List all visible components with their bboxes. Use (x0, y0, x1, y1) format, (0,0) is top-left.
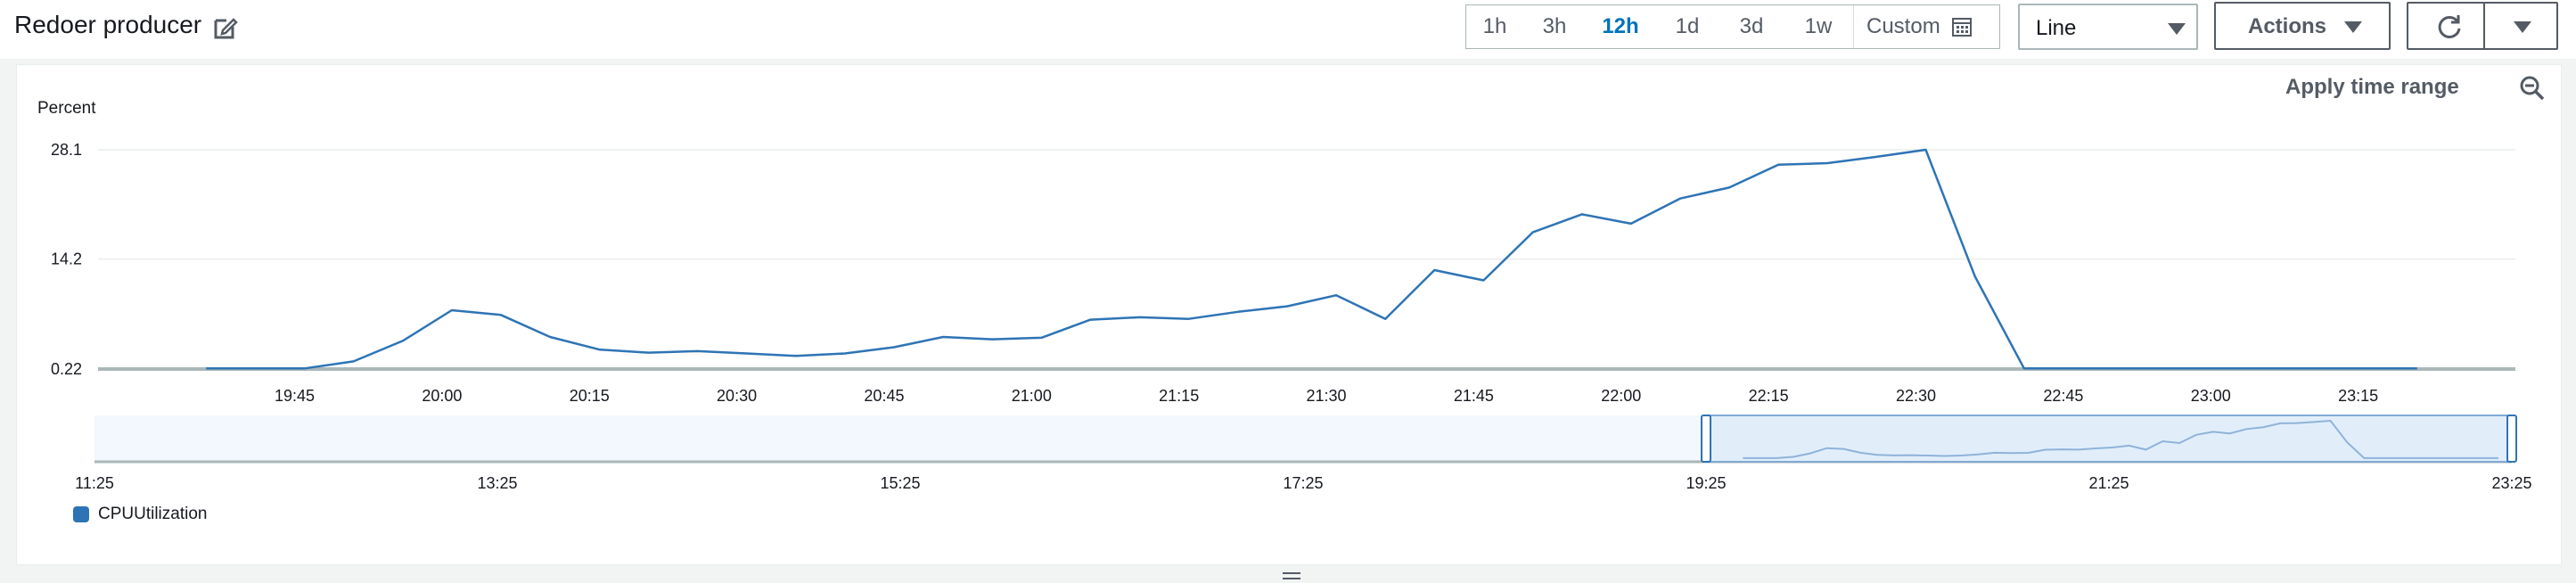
series-lines (206, 148, 2417, 370)
chart-legend: CPUUtilization (73, 505, 207, 524)
overview-tick-label: 15:25 (880, 474, 920, 492)
range-12h[interactable]: 12h (1602, 14, 1639, 38)
overview-tick-label: 17:25 (1283, 474, 1323, 492)
overview-tick-label: 21:25 (2088, 474, 2129, 492)
x-tick-label: 20:15 (570, 387, 610, 405)
overview-line (1743, 419, 2498, 459)
actions-label: Actions (2248, 14, 2327, 38)
caret-down-icon (2344, 21, 2362, 33)
refresh-options-dropdown-icon[interactable] (2514, 21, 2531, 33)
widget-header: Redoer producer 1h 3h 12h 1d 3d 1w Custo… (0, 0, 2576, 59)
x-tick-label: 21:15 (1159, 387, 1199, 405)
apply-time-range-button[interactable]: Apply time range (2285, 75, 2459, 99)
refresh-icon[interactable] (2435, 12, 2464, 41)
x-tick-label: 22:45 (2043, 387, 2083, 405)
time-overview: 11:25 13:25 15:25 17:25 19:25 21:25 23:25 (75, 415, 2532, 492)
x-tick-label: 22:30 (1896, 387, 1936, 405)
y-tick-label: 28.1 (51, 141, 82, 159)
x-tick-label: 20:30 (717, 387, 757, 405)
overview-tick-label: 19:25 (1686, 474, 1726, 492)
legend-label-cpu-utilization[interactable]: CPUUtilization (98, 505, 208, 523)
x-tick-label: 23:15 (2338, 387, 2378, 405)
edit-icon[interactable] (212, 14, 239, 41)
x-tick-labels: 19:45 20:00 20:15 20:30 20:45 21:00 21:15 21:30… (275, 387, 2378, 405)
y-axis-label: Percent (37, 99, 96, 118)
overview-tick-label: 13:25 (477, 474, 517, 492)
resize-handle-icon[interactable] (1282, 571, 1301, 581)
series-line (206, 148, 2417, 370)
refresh-button-group (2407, 2, 2558, 50)
chart-type-select[interactable]: Line (2018, 4, 2198, 50)
range-3d[interactable]: 3d (1739, 14, 1764, 38)
range-1d[interactable]: 1d (1675, 14, 1700, 38)
grid-lines (98, 149, 2515, 371)
button-divider (2483, 4, 2485, 48)
widget-title: Redoer producer (14, 11, 202, 38)
overview-tick-label: 23:25 (2491, 474, 2531, 492)
y-tick-label: 0.22 (51, 360, 82, 378)
x-tick-label: 21:00 (1012, 387, 1052, 405)
overview-tick-label: 11:25 (75, 474, 114, 492)
chart-type-value: Line (2036, 16, 2077, 40)
actions-button[interactable]: Actions (2214, 2, 2391, 50)
caret-down-icon (2168, 23, 2186, 35)
range-1h[interactable]: 1h (1482, 14, 1507, 38)
x-tick-label: 20:45 (864, 387, 904, 405)
overview-selection (1705, 415, 2513, 463)
range-3h[interactable]: 3h (1542, 14, 1567, 38)
overview-right-handle[interactable] (2506, 415, 2517, 463)
x-tick-label: 23:00 (2191, 387, 2231, 405)
range-custom[interactable]: Custom (1853, 5, 1985, 48)
x-tick-label: 20:00 (422, 387, 462, 405)
range-1w[interactable]: 1w (1804, 14, 1833, 38)
y-tick-labels: 28.1 14.2 0.22 (51, 141, 82, 378)
overview-left-handle[interactable] (1701, 415, 1711, 463)
graph-panel (16, 64, 2562, 565)
legend-swatch (73, 506, 89, 522)
zoom-out-icon[interactable] (2519, 75, 2546, 102)
y-tick-label: 14.2 (51, 250, 82, 268)
x-tick-label: 21:30 (1307, 387, 1347, 405)
x-tick-label: 22:00 (1601, 387, 1641, 405)
x-tick-label: 22:15 (1749, 387, 1789, 405)
range-custom-label: Custom (1866, 14, 1940, 38)
x-tick-label: 21:45 (1454, 387, 1494, 405)
time-range-selector: 1h 3h 12h 1d 3d 1w Custom (1465, 4, 2000, 49)
x-tick-label: 19:45 (275, 387, 315, 405)
calendar-icon (1951, 18, 1972, 37)
